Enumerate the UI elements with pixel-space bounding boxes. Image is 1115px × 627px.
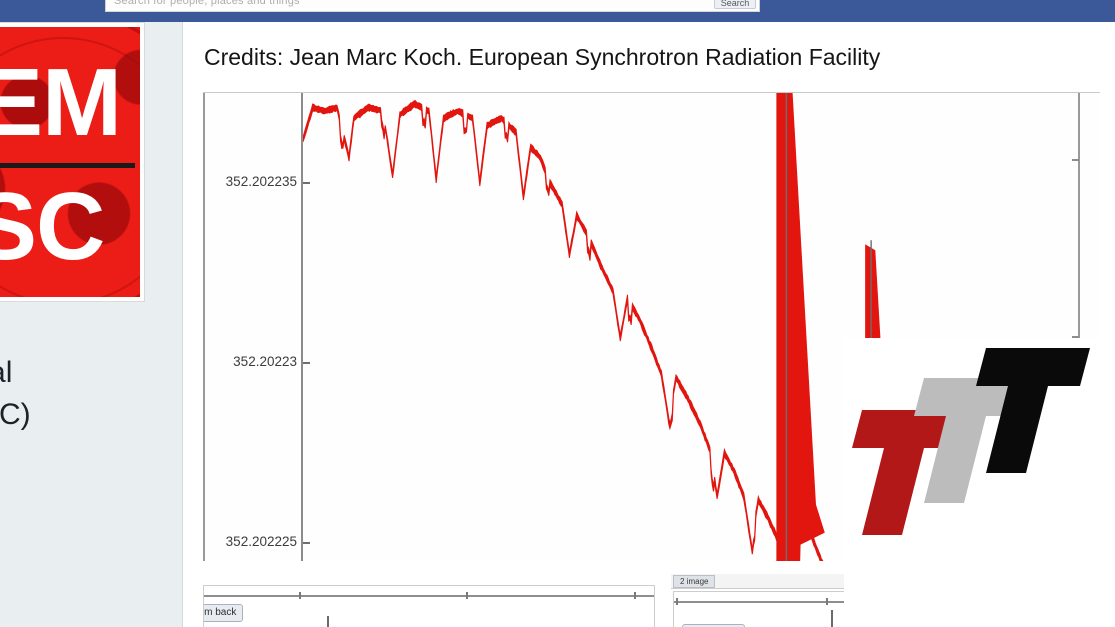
y-tick [303, 542, 310, 544]
overview-right-tick [826, 598, 828, 605]
browser-search-panel[interactable]: Search for people, places and things Sea… [105, 0, 760, 12]
y-tick [303, 182, 310, 184]
logo-divider [0, 163, 135, 168]
emsc-logo-image: EM SC [0, 27, 140, 297]
y-tick-label-wrap: 352.20223 [203, 354, 297, 369]
ttt-watermark [844, 338, 1115, 627]
zoom-back-button-left[interactable]: oom back [204, 604, 244, 622]
y-tick-label-wrap: 352.202225 [203, 534, 297, 549]
overview-left-axis [204, 595, 654, 597]
y-axis [301, 93, 303, 561]
plot-outer-left-border [203, 93, 205, 561]
credits-caption: Credits: Jean Marc Koch. European Synchr… [204, 44, 881, 70]
overview-left-tick [299, 592, 301, 599]
overview-left-minitrace [327, 616, 329, 627]
waveform-envelope [303, 93, 882, 561]
org-line-1: d [0, 310, 184, 352]
y-tick-label: 352.202235 [225, 174, 297, 189]
emsc-logo-card[interactable]: EM SC [0, 22, 145, 302]
y-axis-right [1078, 93, 1080, 561]
ttt-letter-1 [914, 378, 1028, 503]
tab-image[interactable]: 2 image [673, 575, 716, 588]
logo-text-em: EM [0, 49, 122, 156]
y-tick-right [1072, 158, 1079, 161]
y-tick [303, 362, 310, 364]
ttt-letter-0 [852, 410, 966, 535]
overview-right-tick [676, 598, 678, 605]
org-line-2: ogical [0, 356, 13, 389]
zoom-back-button-right[interactable]: Zoom back [682, 624, 746, 627]
waveform-spike-main-event [776, 93, 825, 561]
logo-text-sc: SC [0, 173, 105, 280]
overview-left-tick [466, 592, 468, 599]
y-tick-right [1072, 336, 1079, 339]
spike-body [776, 93, 825, 561]
y-tick-label-wrap: 352.202235 [203, 174, 297, 189]
ttt-letter-2 [976, 348, 1090, 473]
search-button[interactable]: Search [714, 0, 756, 9]
y-tick-label: 352.202225 [225, 534, 297, 549]
main-content: Credits: Jean Marc Koch. European Synchr… [184, 22, 1115, 627]
globe-inner-ring-icon [0, 37, 140, 297]
overview-panel-left[interactable]: oom back [203, 585, 655, 627]
search-input[interactable]: Search for people, places and things [114, 0, 300, 7]
y-tick-label: 352.20223 [233, 354, 297, 369]
ttt-logo-icon [852, 348, 1090, 535]
overview-left-tick [634, 592, 636, 599]
